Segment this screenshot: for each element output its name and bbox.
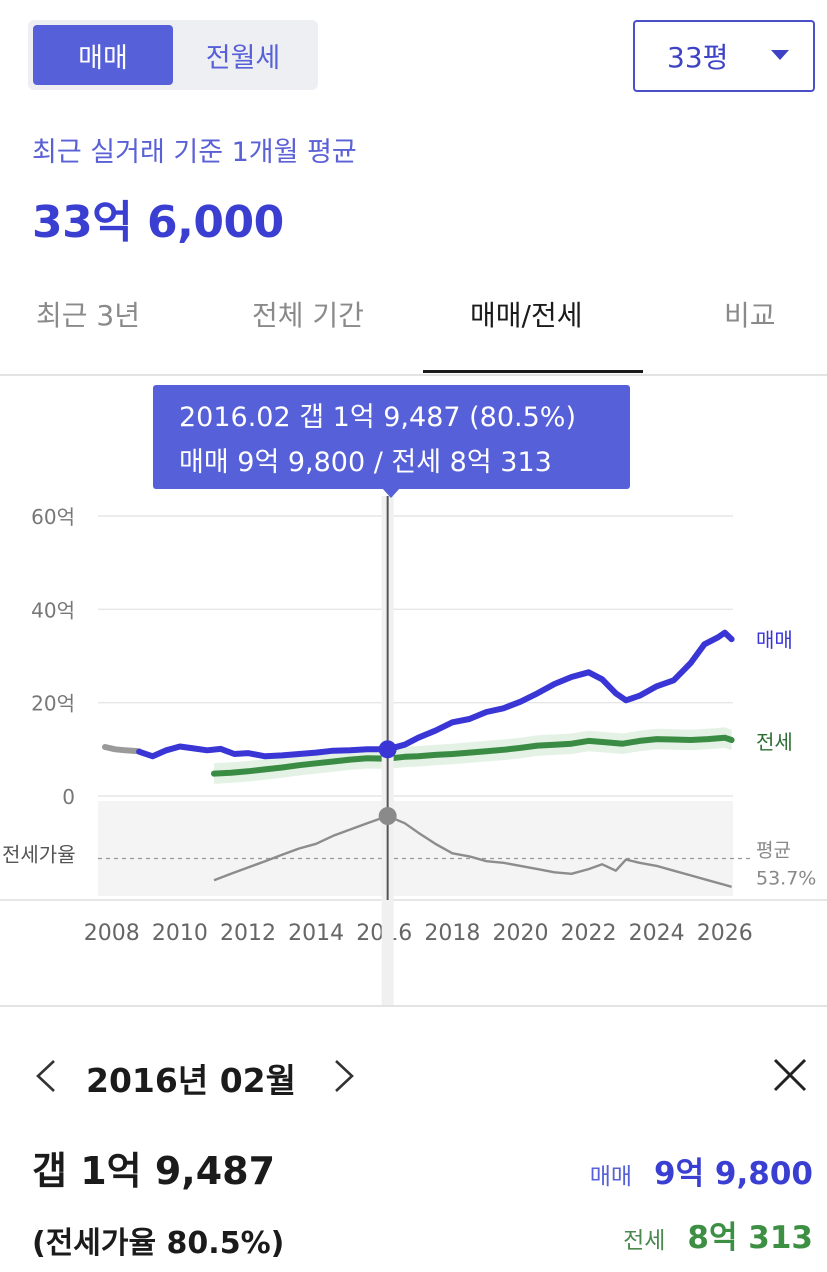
x-tick-label: 2018 — [424, 921, 480, 946]
chevron-left-icon[interactable] — [32, 1058, 60, 1094]
selected-date: 2016년 02월 — [86, 1061, 296, 1100]
ratio-series-line — [213, 814, 732, 888]
sale-series-line — [136, 629, 735, 760]
jeonse-series-line — [211, 734, 735, 777]
tab-all-period[interactable]: 전체 기간 — [252, 299, 364, 332]
ratio-panel-label: 전세가율 — [2, 842, 76, 866]
size-dropdown[interactable]: 33평 — [633, 20, 815, 92]
gap-amount: 갭 1억 9,487 — [32, 1149, 276, 1193]
jeonse-price-label: 전세 — [623, 1228, 666, 1254]
x-tick-label: 2026 — [697, 921, 753, 946]
chart-tooltip: 2016.02 갭 1억 9,487 (80.5%) 매매 9억 9,800 /… — [153, 385, 630, 489]
sale-price-label: 매매 — [589, 1164, 633, 1190]
sale-price-row: 매매 9억 9,800 — [590, 1148, 813, 1193]
tab-sale-jeonse[interactable]: 매매/전세 — [470, 299, 583, 332]
tooltip-line-2: 매매 9억 9,800 / 전세 8억 313 — [179, 447, 552, 478]
x-tick-label: 2010 — [152, 921, 208, 946]
tooltip-arrow — [382, 488, 400, 498]
y-tick-label: 60억 — [31, 505, 75, 529]
close-icon[interactable] — [770, 1055, 810, 1095]
sale-price-value: 9억 9,800 — [654, 1156, 813, 1192]
x-tick-label: 2022 — [561, 921, 617, 946]
rent-segment-button[interactable]: 전월세 — [205, 42, 281, 74]
chevron-right-icon[interactable] — [330, 1058, 358, 1094]
caret-down-icon — [771, 50, 789, 60]
x-tick-label: 2012 — [220, 921, 276, 946]
tooltip-line-1: 2016.02 갭 1억 9,487 (80.5%) — [179, 402, 576, 433]
y-tick-label: 20억 — [31, 692, 75, 716]
y-tick-label: 0 — [62, 785, 75, 809]
y-tick-label: 40억 — [31, 598, 75, 622]
tab-compare[interactable]: 비교 — [724, 299, 776, 332]
ratio-average-label: 평균 — [756, 839, 791, 861]
summary-subtitle: 최근 실거래 기준 1개월 평균 — [32, 137, 357, 168]
jeonse-ratio: (전세가율 80.5%) — [32, 1226, 285, 1261]
sale-segment-button[interactable]: 매매 — [33, 25, 173, 85]
tab-recent-3y[interactable]: 최근 3년 — [36, 299, 140, 332]
jeonse-series-label: 전세 — [756, 730, 793, 754]
x-tick-label: 2008 — [84, 921, 140, 946]
active-tab-underline — [423, 370, 643, 373]
average-price: 33억 6,000 — [32, 197, 284, 248]
x-tick-label: 2014 — [288, 921, 344, 946]
divider — [0, 1005, 827, 1007]
size-dropdown-value: 33평 — [667, 41, 729, 74]
jeonse-price-row: 전세 8억 313 — [623, 1212, 813, 1257]
ratio-highlight-point — [378, 807, 397, 826]
ratio-panel-background — [98, 801, 733, 896]
ratio-average-value: 53.7% — [756, 867, 816, 889]
jeonse-price-value: 8억 313 — [687, 1220, 813, 1256]
trade-type-segment: 매매 전월세 — [28, 20, 318, 90]
early-series-line — [102, 744, 143, 755]
period-tabs: 최근 3년 전체 기간 매매/전세 비교 — [0, 286, 827, 376]
x-tick-label: 2024 — [629, 921, 685, 946]
sale-series-label: 매매 — [756, 628, 793, 652]
sale-highlight-point — [378, 740, 397, 759]
x-tick-label: 2020 — [492, 921, 548, 946]
